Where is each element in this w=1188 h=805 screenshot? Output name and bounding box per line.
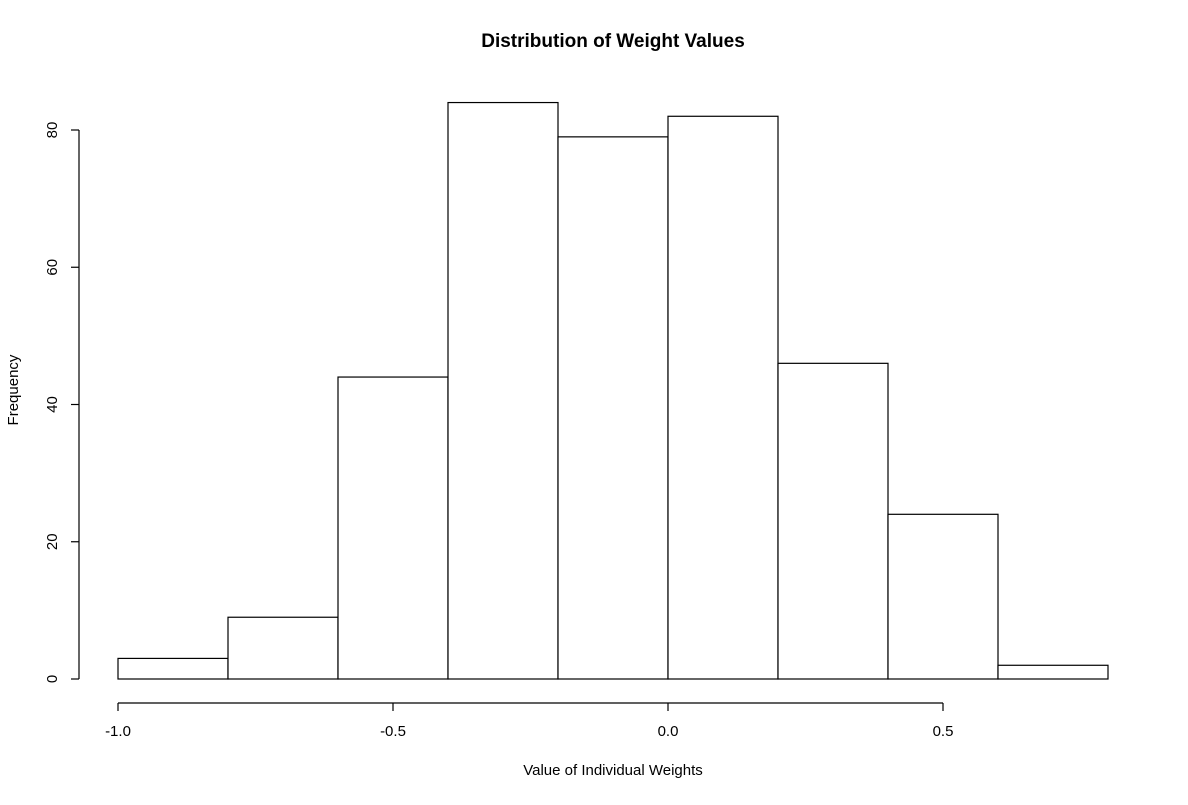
histogram-bar <box>557 136 669 680</box>
bars-group <box>117 101 1109 680</box>
histogram-bar <box>997 664 1109 680</box>
histogram-bar <box>887 513 999 680</box>
y-axis: 0 20 40 60 80 <box>44 122 80 683</box>
histogram-bar <box>337 376 449 680</box>
x-tick-label: -0.5 <box>380 723 406 740</box>
y-tick-label: 60 <box>44 259 61 276</box>
histogram-bar <box>777 362 889 680</box>
y-tick-label: 20 <box>44 533 61 550</box>
y-tick-label: 40 <box>44 396 61 413</box>
x-tick-label: -1.0 <box>105 723 131 740</box>
y-tick-label: 0 <box>44 675 61 683</box>
x-tick-label: 0.5 <box>933 723 954 740</box>
histogram-bar <box>227 616 339 680</box>
histogram-bar <box>447 101 559 680</box>
y-tick-label: 80 <box>44 122 61 139</box>
histogram-bar <box>117 657 229 680</box>
x-tick-label: 0.0 <box>658 723 679 740</box>
y-axis-label: Frequency <box>5 354 22 425</box>
x-axis: -1.0 -0.5 0.0 0.5 <box>105 702 954 740</box>
histogram-bar <box>667 115 779 680</box>
chart-title: Distribution of Weight Values <box>481 31 745 52</box>
x-axis-label: Value of Individual Weights <box>523 762 703 779</box>
